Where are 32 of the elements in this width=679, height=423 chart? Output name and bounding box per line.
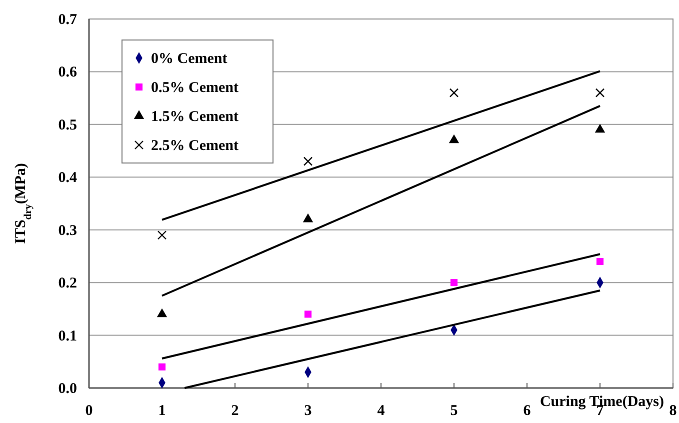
y-tick-label: 0.1 [58, 328, 77, 344]
y-tick-label: 0.7 [58, 12, 78, 28]
point [450, 279, 458, 286]
legend-label: 2.5% Cement [151, 138, 238, 154]
point [596, 258, 604, 266]
x-tick-label: 3 [304, 403, 312, 419]
point [302, 213, 314, 222]
y-tick-label: 0.0 [58, 381, 77, 397]
legend-label: 0% Cement [151, 51, 228, 67]
point [303, 156, 313, 166]
point [156, 308, 168, 318]
x-tick-label: 5 [450, 403, 458, 419]
point [304, 310, 312, 318]
x-tick-label: 8 [669, 403, 677, 419]
y-tick-label: 0.6 [58, 64, 78, 81]
x-tick-label: 1 [158, 403, 166, 419]
y-tick-label: 0.3 [58, 222, 77, 239]
x-tick-label: 4 [377, 403, 386, 419]
y-tick-label: 0.5 [58, 117, 77, 134]
point [595, 88, 605, 98]
y-tick-label: 0.2 [58, 276, 77, 292]
point [448, 134, 460, 144]
legend-label: 1.5% Cement [151, 109, 238, 125]
point [449, 88, 459, 98]
x-tick-label: 6 [523, 403, 532, 419]
point [594, 124, 606, 133]
point [158, 363, 166, 370]
legend-label: 0.5% Cement [151, 80, 238, 96]
x-tick-label: 0 [85, 403, 93, 419]
x-tick-label: 2 [231, 403, 239, 419]
y-tick-label: 0.4 [58, 170, 78, 186]
point [157, 230, 167, 240]
